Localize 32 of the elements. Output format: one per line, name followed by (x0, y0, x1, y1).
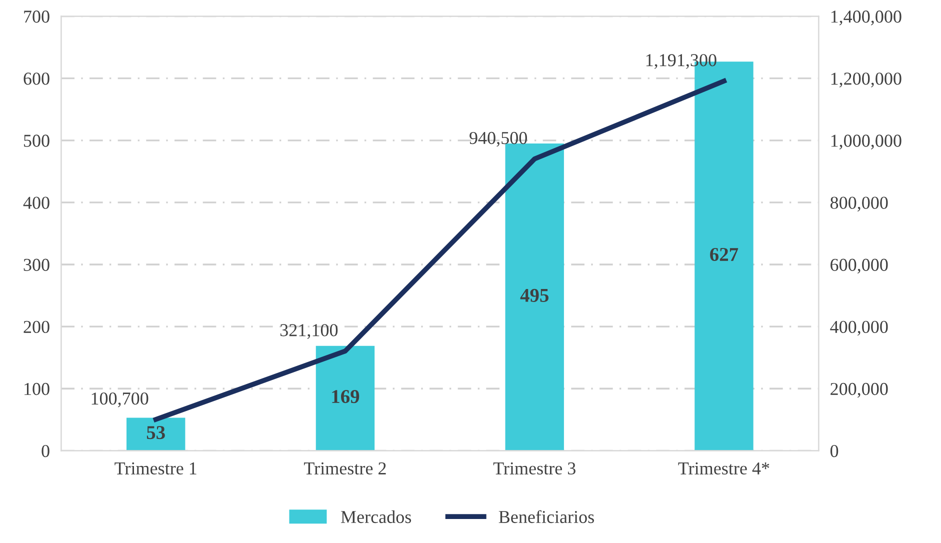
x-tick-label: Trimestre 4* (678, 462, 770, 475)
y-tick-label: 100 (24, 382, 50, 396)
legend-label: Mercados (341, 510, 412, 524)
y-tick-label: 500 (24, 134, 50, 147)
data-label: 495 (520, 288, 548, 302)
y-tick-label: 200 (24, 320, 50, 334)
x-tick-label: Trimestre 2 (304, 462, 386, 475)
y2-tick-label: 1,200,000 (831, 72, 902, 88)
y-tick-label: 0 (42, 444, 50, 458)
data-label: 940,500 (470, 132, 527, 147)
legend-label: Beneficiarios (498, 510, 594, 524)
bar (126, 418, 186, 451)
y-tick-label: 700 (24, 10, 50, 23)
data-label: 100,700 (92, 392, 148, 408)
y2-tick-label: 200,000 (830, 382, 888, 398)
y2-tick-label: 800,000 (830, 196, 888, 212)
y-tick-label: 400 (23, 196, 50, 209)
data-label: 321,100 (280, 324, 338, 339)
y2-tick-label: 400,000 (830, 320, 888, 336)
x-tick-label: Trimestre 1 (114, 462, 196, 475)
x-tick-label: Trimestre 3 (493, 462, 576, 475)
data-label: 1,191,300 (646, 54, 716, 69)
y2-tick-label: 1,000,000 (831, 134, 902, 150)
bar (316, 346, 375, 451)
y-tick-label: 300 (24, 258, 50, 271)
data-label: 627 (710, 248, 738, 262)
y2-tick-label: 1,400,000 (831, 10, 902, 26)
data-label: 53 (146, 426, 165, 440)
data-label: 169 (332, 390, 360, 404)
y2-tick-label: 600,000 (830, 258, 888, 274)
y2-tick-label: 0 (830, 444, 838, 458)
y-tick-label: 600 (24, 72, 50, 85)
